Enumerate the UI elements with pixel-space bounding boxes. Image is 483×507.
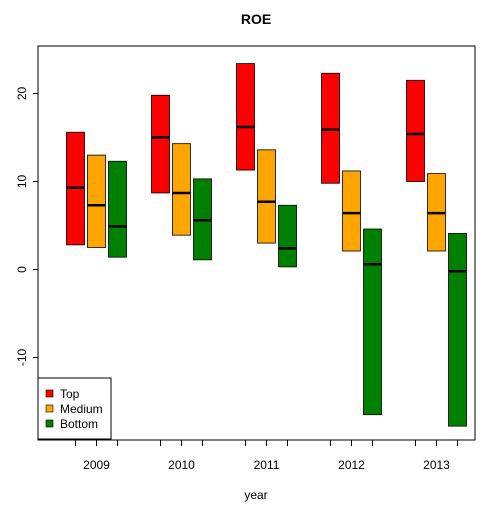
box-top-2012 <box>321 72 340 184</box>
y-tick-label: 20 <box>15 87 29 101</box>
box-group <box>66 63 467 427</box>
box-medium-2012 <box>342 170 361 252</box>
legend-label-top: Top <box>60 387 80 401</box>
x-tick-label: 2013 <box>423 458 450 472</box>
box-bottom-2009 <box>108 160 127 258</box>
x-tick-label: 2009 <box>83 458 110 472</box>
legend-swatch-bottom <box>45 419 54 428</box>
box-top-2011 <box>236 63 255 171</box>
x-axis-title: year <box>244 488 267 502</box>
legend-swatch-medium <box>45 404 54 413</box>
legend-label-medium: Medium <box>60 402 103 416</box>
box-medium-2011 <box>257 149 276 244</box>
y-tick-label: 10 <box>15 175 29 189</box>
y-tick-label: 0 <box>15 266 29 273</box>
x-tick-label: 2011 <box>254 458 280 472</box>
box-bottom-2013 <box>448 233 467 427</box>
chart-title: ROE <box>241 11 271 27</box>
x-tick-label: 2012 <box>338 458 365 472</box>
box-medium-2009 <box>87 154 106 248</box>
plot-frame <box>37 45 476 441</box>
box-bottom-2012 <box>363 228 382 416</box>
box-medium-2010 <box>172 143 191 236</box>
x-axis: 2009 2010 2011 2012 2013 <box>75 440 458 472</box>
legend-label-bottom: Bottom <box>60 417 98 431</box>
box-top-2010 <box>151 94 170 194</box>
box-bottom-2011 <box>278 204 297 268</box>
y-axis: -10 0 10 20 <box>15 87 38 367</box>
y-tick-label: -10 <box>15 349 29 367</box>
x-tick-label: 2010 <box>168 458 195 472</box>
legend-swatch-top <box>45 389 54 398</box>
box-top-2013 <box>406 79 425 182</box>
